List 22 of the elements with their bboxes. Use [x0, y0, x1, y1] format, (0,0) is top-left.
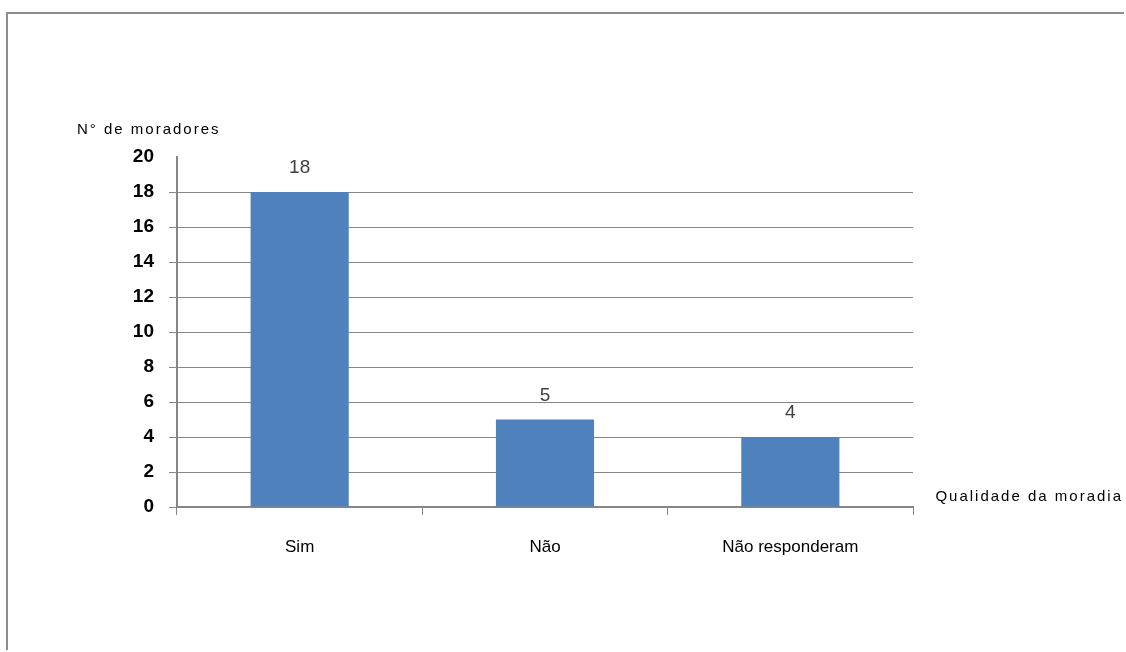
x-tick-label: Não: [529, 536, 561, 556]
data-label: 5: [539, 383, 551, 405]
y-tick-label: 18: [132, 180, 154, 202]
y-tick-label: 12: [132, 285, 154, 307]
y-axis-title: N° de moradores: [77, 120, 221, 137]
y-tick-label: 16: [132, 215, 154, 237]
y-tick-label: 2: [143, 460, 154, 482]
y-tick-label: 0: [143, 495, 154, 517]
x-tick-label: Não responderam: [722, 536, 859, 556]
data-label: 18: [289, 156, 311, 177]
data-label: 4: [785, 401, 797, 422]
y-tick-label: 20: [132, 145, 154, 167]
y-tick-label: 4: [143, 425, 155, 447]
x-axis-title: Qualidade da moradia: [935, 487, 1123, 504]
bar: [495, 419, 595, 507]
y-tick-label: 10: [132, 320, 154, 342]
x-tick-label: Sim: [285, 536, 315, 556]
y-tick-label: 8: [143, 355, 154, 377]
bar: [741, 437, 840, 507]
y-tick-label: 6: [143, 390, 154, 412]
y-tick-label: 14: [132, 250, 155, 272]
bar: [250, 192, 349, 507]
